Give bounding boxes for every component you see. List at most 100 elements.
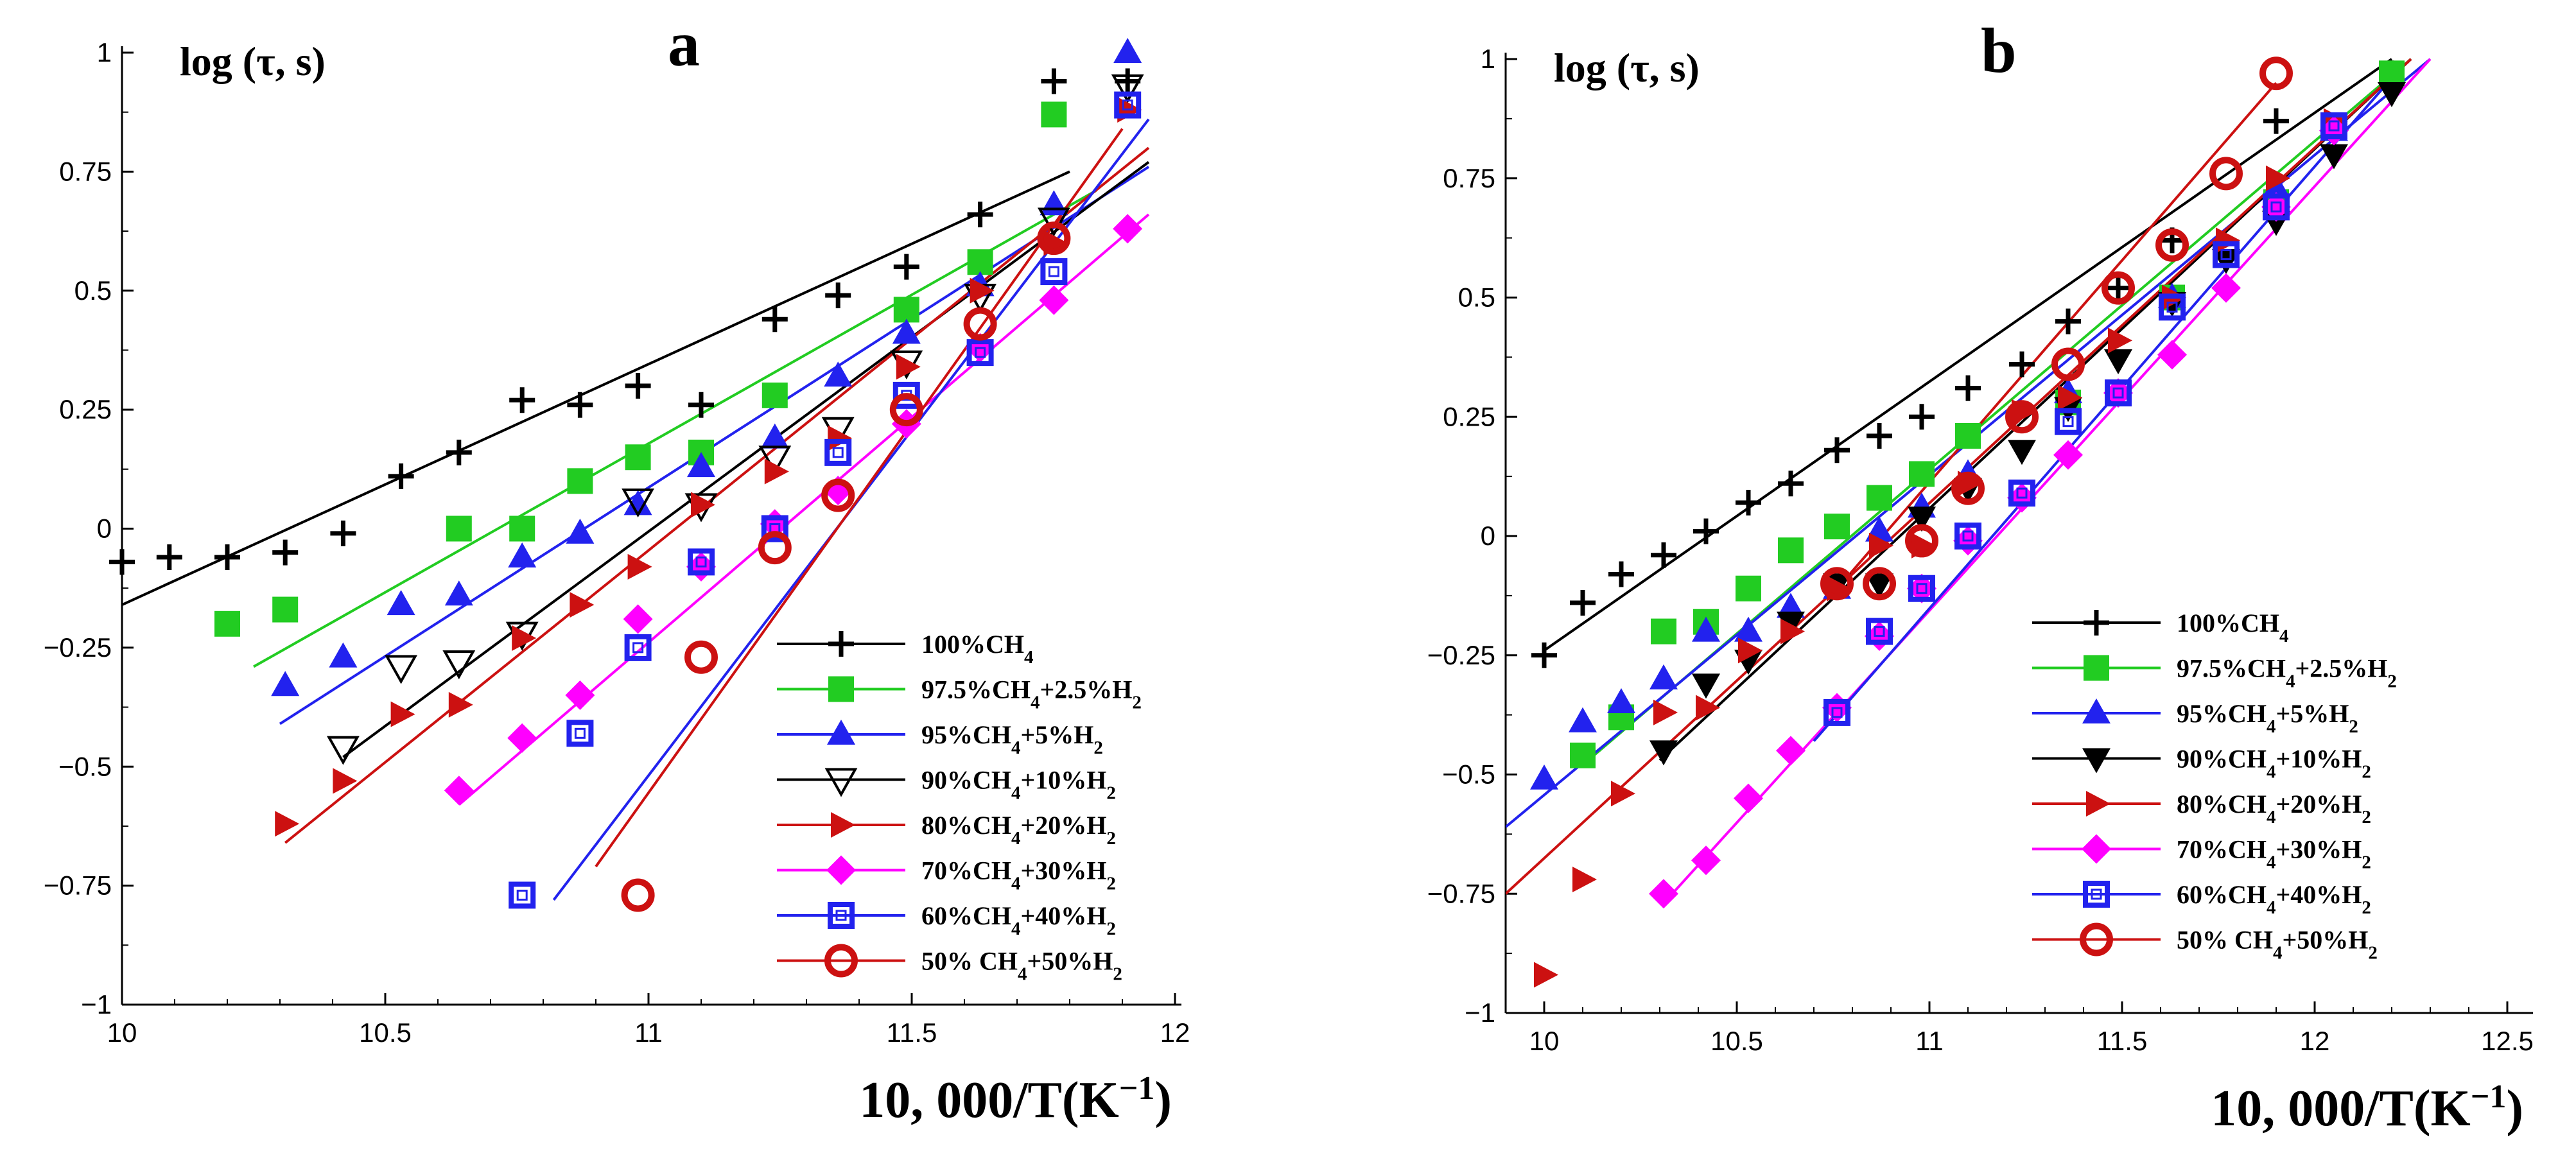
panel-a-series-3-point [326, 736, 360, 765]
panel-b-series-5-point [2157, 340, 2187, 370]
panel-b-y-tick-label: −0.75 [1427, 878, 1495, 908]
panel-b-series-2-point [1734, 616, 1762, 642]
panel-b-series-3-point [1692, 673, 1720, 699]
panel-a-x-tick-label: 10.5 [359, 1017, 412, 1048]
panel-a-y-tick-label: 1 [97, 37, 112, 67]
panel-a-series-7-points [621, 221, 1071, 912]
panel-a-series-3-fit-line [342, 160, 1150, 759]
panel-a-series-5-point [1113, 214, 1143, 244]
panel-b-series-1-point [1778, 537, 1804, 564]
panel-b-series-6-point-inner [2166, 301, 2178, 313]
panel-a-series-6-point-inner [695, 556, 707, 567]
panel-a-series-2-point [687, 452, 715, 478]
panel-a-series-3-point [385, 655, 418, 684]
panel-b-series-4-points [1534, 108, 2348, 988]
panel-a-legend-marker-5 [826, 855, 856, 885]
panel-a-series-4-point [764, 458, 789, 485]
panel-b-series-7-point [2005, 400, 2039, 434]
panel-a-series-2-point [271, 671, 300, 697]
panel-b-series-7-point [1905, 524, 1938, 558]
panel-a-series-7-fit-line [595, 128, 1124, 868]
panel-a-y-tick-label: 0.25 [59, 394, 112, 424]
panel-a-legend-marker-0 [828, 631, 854, 657]
panel-a-legend-label-2: 95%CH4+5%H2 [921, 720, 1103, 758]
panel-b-series-0-point [2263, 108, 2289, 134]
panel-b-series-3-point [2104, 349, 2132, 375]
panel-b-series-0-fit-line [1543, 58, 2393, 652]
panel-a-legend-label-0: 100%CH4 [921, 630, 1034, 668]
panel-a-legend: 100%CH4 97.5%CH4+2.5%H2 95%CH4+5%H2 90%CH4+… [777, 630, 1142, 985]
panel-b-series-5-point [1691, 845, 1721, 876]
panel-a-legend-marker-7 [824, 944, 858, 978]
panel-a-series-7-point [621, 878, 655, 912]
panel-a-series-6-point [761, 515, 788, 542]
panel-a-series-6-point-inner [1048, 266, 1059, 277]
panel-b-series-6-point-inner [1916, 583, 1928, 594]
panel-a-series-3-point [622, 489, 655, 518]
panel-b-series-1-point [1909, 461, 1935, 487]
panel-a-x-tick-label: 12 [1160, 1017, 1190, 1048]
panel-a-series-1-point [214, 610, 240, 637]
panel-a-series-6-point [624, 634, 652, 661]
panel-a-series-2-point [444, 580, 473, 606]
panel-b-y-tick-label: 0.5 [1458, 282, 1495, 313]
panel-a-series-1-point [1041, 101, 1067, 128]
panel-a-series-3-point [1037, 207, 1070, 237]
panel-b-x-tick-label: 12 [2300, 1026, 2330, 1056]
panel-b-legend-label-5: 70%CH4+30%H2 [2177, 835, 2371, 873]
panel-b-series-7-point [2209, 157, 2243, 191]
panel-b-series-7-point [2155, 228, 2189, 262]
panel-b-legend-marker-4 [2086, 791, 2110, 817]
panel-b-series-1-point [1955, 422, 1981, 449]
panel-b-y-tick-label: −0.25 [1427, 640, 1495, 670]
panel-a-fit-lines [122, 118, 1150, 901]
panel-b-legend-marker-3 [2082, 748, 2110, 774]
panel-b-series-7-point [2102, 271, 2135, 305]
panel-a-series-0-point [1041, 68, 1067, 94]
panel-b-series-6-point-inner [2112, 387, 2124, 399]
panel-a-series-5-point [1039, 285, 1069, 315]
panel-b-series-5-point [1776, 736, 1806, 766]
panel-a-series-6-point [824, 438, 852, 466]
panel-a-series-2-points [271, 38, 1142, 697]
panel-a-series-1-points [214, 101, 1067, 637]
panel-a-series-6-point-inner [832, 447, 844, 458]
panel-b-series-7-point [1951, 471, 1985, 505]
panel-a-series-6-point [966, 339, 994, 367]
panel-a-series-6-point-inner [632, 642, 644, 653]
panel-b-legend-marker-5 [2082, 834, 2111, 864]
panel-a-series-1-point [509, 515, 535, 542]
panel-a-series-6-point [509, 881, 536, 909]
panel-b-series-6-point [2055, 408, 2082, 435]
panel-a-series-6-point [566, 720, 594, 747]
panel-a-series-2-point [1113, 38, 1142, 63]
panel-a-series-1-point [625, 444, 651, 471]
panel-a-series-1-fit-line [253, 189, 1097, 668]
panel-a-series-4-point [627, 553, 652, 580]
panel-b-series-6-point-inner [2270, 201, 2282, 212]
panel-b-x-tick-label: 10.5 [1710, 1026, 1763, 1056]
panel-b-series-6-point-inner [2328, 120, 2340, 132]
panel-a-x-tick-label: 11 [634, 1017, 663, 1048]
panel-b-series-7-fit-line [1832, 82, 2277, 594]
panel-a-series-0-point [388, 463, 414, 489]
panel-b-series-6-fit-line [1813, 77, 2393, 742]
panel-b-series-6-point [2159, 293, 2186, 321]
panel-a-series-0-fit-line [122, 170, 1070, 606]
panel-a-series-6-point [1040, 258, 1068, 286]
panel-b-legend-marker-1 [2084, 655, 2109, 681]
panel-a-series-1-point [567, 468, 593, 494]
panel-b-series-6-point-inner [2016, 487, 2028, 499]
panel-a-legend-marker-4 [831, 812, 855, 838]
panel-a-series-6-point-inner [1122, 100, 1133, 111]
panel-b-series-2-point [1692, 616, 1720, 642]
panel-a-legend-marker-2 [827, 720, 855, 745]
panel-b-series-6-point [1954, 523, 1981, 550]
panel-b-series-0-points [1531, 60, 2405, 668]
panel-a-series-1-point [272, 596, 299, 623]
panel-b-series-3-point [2008, 440, 2036, 465]
panel-a-series-6-point [688, 548, 715, 576]
panel-a-series-2-point [387, 590, 415, 616]
panel-b-x-tick-label: 10 [1529, 1026, 1560, 1056]
